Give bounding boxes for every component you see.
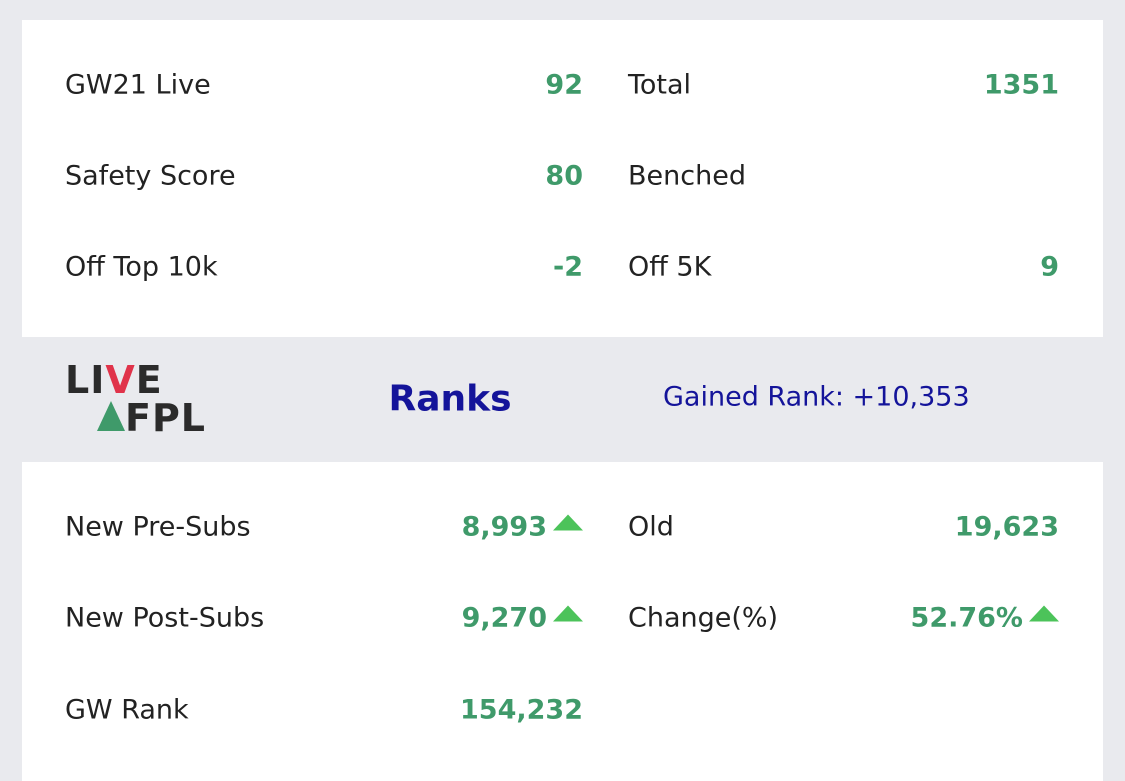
stat-label: New Pre-Subs bbox=[65, 511, 251, 543]
trend-up-icon bbox=[553, 605, 583, 621]
trend-up-icon bbox=[553, 514, 583, 530]
stat-value: 19,623 bbox=[955, 512, 1059, 543]
stat-label: GW Rank bbox=[65, 694, 189, 726]
stat-value: 9 bbox=[1040, 252, 1059, 283]
value-text: 19,623 bbox=[954, 511, 1059, 543]
stat-value: -2 bbox=[553, 252, 583, 283]
stat-label: Benched bbox=[628, 160, 746, 192]
trend-up-icon bbox=[1029, 605, 1059, 621]
logo: LIVE FPL bbox=[65, 361, 206, 437]
value-text: 154,232 bbox=[460, 694, 583, 726]
stat-value: 8,993 bbox=[462, 512, 583, 543]
value-text: 8,993 bbox=[461, 511, 547, 543]
section-title: Ranks bbox=[388, 378, 512, 420]
logo-triangle bbox=[97, 401, 125, 431]
ranks-header: LIVE FPL Ranks Gained Rank: +10,353 bbox=[22, 337, 1103, 462]
stat-label: Off 5K bbox=[628, 251, 712, 283]
value-text: 1351 bbox=[983, 69, 1059, 101]
stat-value: 9,270 bbox=[462, 603, 583, 634]
value-text: -2 bbox=[553, 251, 583, 283]
logo-top: LIVE bbox=[65, 361, 206, 399]
logo-text: E bbox=[135, 358, 163, 402]
stat-label: Off Top 10k bbox=[65, 251, 218, 283]
logo-text: V bbox=[105, 358, 136, 402]
stat-label: Change(%) bbox=[628, 602, 779, 634]
value-text: 80 bbox=[545, 160, 583, 192]
logo-text: LI bbox=[65, 358, 106, 402]
stat-label: GW21 Live bbox=[65, 69, 211, 101]
stats-card: LIVE FPL Ranks Gained Rank: +10,353 GW21… bbox=[22, 20, 1103, 781]
stat-value: 154,232 bbox=[460, 695, 583, 726]
value-text: 92 bbox=[545, 69, 583, 101]
logo-bottom: FPL bbox=[65, 399, 206, 437]
value-text: 9,270 bbox=[461, 602, 547, 634]
stat-label: Old bbox=[628, 511, 674, 543]
stat-value: 92 bbox=[545, 70, 583, 101]
stat-value: 1351 bbox=[984, 70, 1059, 101]
stat-label: Safety Score bbox=[65, 160, 236, 192]
stat-value: 80 bbox=[545, 161, 583, 192]
stat-value: 52.76% bbox=[911, 603, 1059, 634]
logo-text: FPL bbox=[125, 396, 207, 440]
gained-rank: Gained Rank: +10,353 bbox=[663, 381, 970, 413]
stat-label: Total bbox=[628, 69, 692, 101]
value-text: 52.76% bbox=[910, 602, 1023, 634]
value-text: 9 bbox=[1040, 251, 1059, 283]
stat-label: New Post-Subs bbox=[65, 602, 265, 634]
